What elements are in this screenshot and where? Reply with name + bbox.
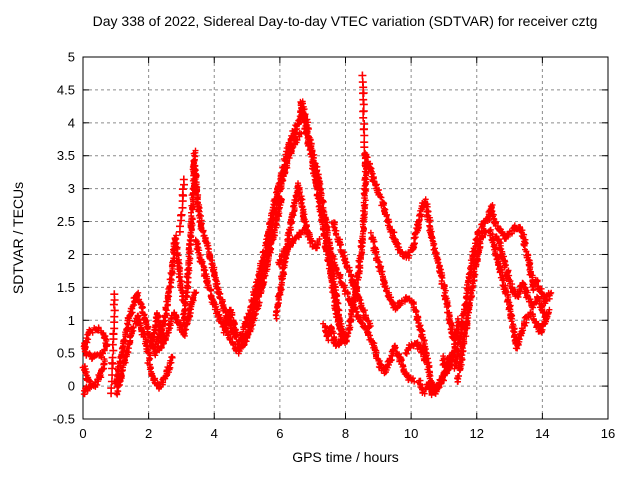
scatter-strand-trace-34 [486,226,553,352]
svg-text:0.5: 0.5 [57,346,75,361]
svg-text:2: 2 [145,426,152,441]
scatter-strand-trace-04 [107,290,119,398]
svg-text:6: 6 [276,426,283,441]
svg-text:5: 5 [68,50,75,65]
scatter-strand-trace-15 [220,306,241,339]
scatter-strand-trace-01 [80,324,111,362]
chart-title: Day 338 of 2022, Sidereal Day-to-day VTE… [92,13,598,29]
svg-text:-0.5: -0.5 [53,412,75,427]
svg-text:3: 3 [68,181,75,196]
svg-text:1.5: 1.5 [57,280,75,295]
scatter-strand-trace-14 [156,289,200,354]
svg-text:8: 8 [342,426,349,441]
scatter-strand-trace-33 [454,227,490,385]
svg-text:0: 0 [68,379,75,394]
svg-text:4: 4 [68,115,75,130]
scatter-strand-trace-25 [358,71,369,152]
scatter-strand-trace-11 [190,157,240,341]
x-axis-label: GPS time / hours [292,449,399,465]
svg-text:4.5: 4.5 [57,82,75,97]
svg-text:0: 0 [79,426,86,441]
scatter-strand-trace-29 [329,219,374,331]
svg-text:3.5: 3.5 [57,148,75,163]
svg-text:16: 16 [601,426,615,441]
svg-text:12: 12 [470,426,484,441]
scatter-strand-trace-18 [240,195,285,349]
svg-text:14: 14 [535,426,549,441]
scatter-strand-trace-09 [175,175,188,236]
scatter-strand-trace-22 [302,129,346,343]
scatter-strand-trace-02 [79,356,108,390]
scatter-strand-trace-32 [451,202,555,372]
scatter-strand-trace-07 [144,353,176,392]
scatter-strand-trace-35 [492,233,551,322]
scatter-strand-trace-03 [80,383,95,398]
svg-text:10: 10 [404,426,418,441]
scatter-strand-trace-36 [439,315,462,377]
svg-text:2.5: 2.5 [57,214,75,229]
svg-text:4: 4 [211,426,218,441]
scatter-strand-trace-23 [320,320,350,349]
scatter-strand-trace-30 [402,339,429,364]
scatter-strand-trace-20 [275,225,309,268]
scatter-strand-trace-06 [113,312,154,398]
svg-text:2: 2 [68,247,75,262]
svg-text:1: 1 [68,313,75,328]
y-axis-label: SDTVAR / TECUs [10,181,26,295]
scatter-strand-trace-26 [362,153,458,344]
scatter-strand-trace-28 [326,242,418,385]
